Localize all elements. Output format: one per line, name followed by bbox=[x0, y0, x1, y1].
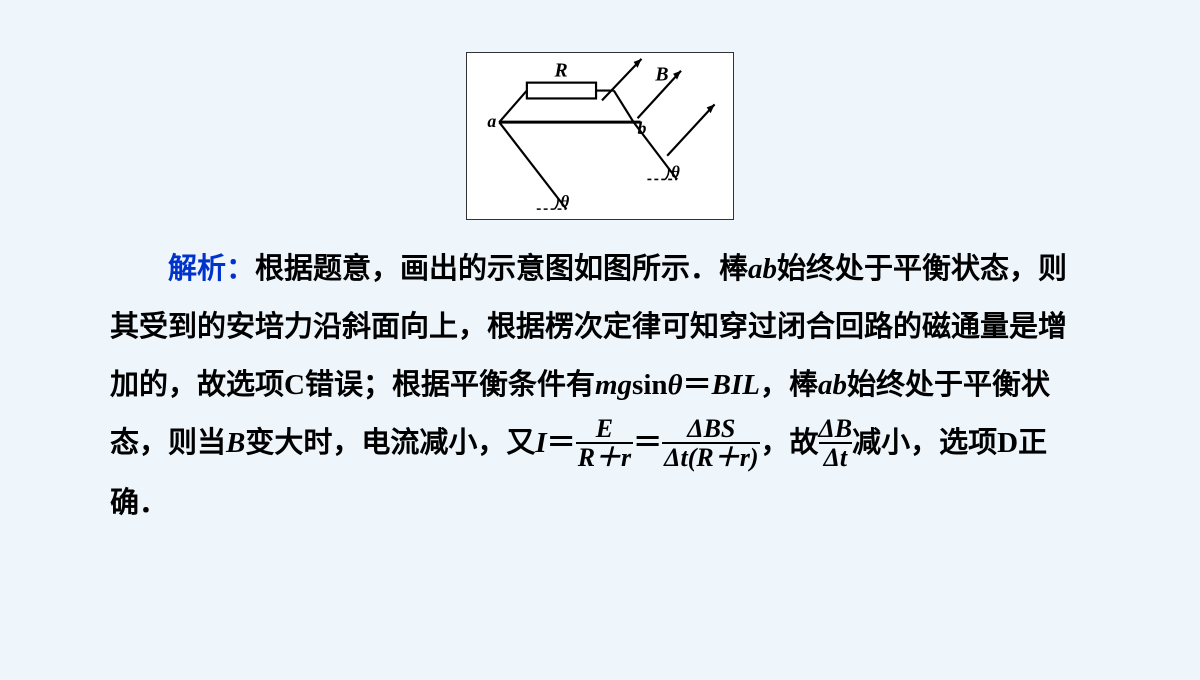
var-ab-2: ab bbox=[818, 369, 847, 401]
var-ab-1: ab bbox=[748, 253, 777, 285]
option-d: D bbox=[997, 427, 1018, 459]
label-analysis: 解析： bbox=[168, 253, 255, 285]
label-theta-1: θ bbox=[560, 192, 569, 211]
eq-theta: θ bbox=[668, 369, 683, 401]
text-seg-3b: 减小，选项 bbox=[852, 427, 997, 459]
text-seg-1c: 错误；根据平衡条件有 bbox=[305, 369, 595, 401]
label-a: a bbox=[487, 111, 496, 131]
var-i: I bbox=[535, 427, 546, 459]
text-seg-2c: 变大时，电流减小，又 bbox=[245, 427, 535, 459]
frac3-num: ΔB bbox=[819, 415, 853, 442]
frac2-num: ΔBS bbox=[662, 415, 760, 442]
eq-bil: BIL bbox=[712, 369, 760, 401]
eq-eq-1: ＝ bbox=[683, 369, 712, 401]
label-R: R bbox=[554, 60, 568, 82]
text-seg-1a: 根据题意，画出的示意图如图所示．棒 bbox=[255, 253, 748, 285]
var-b: B bbox=[226, 427, 245, 459]
frac3-den: Δt bbox=[819, 442, 853, 471]
solution-text: 解析：根据题意，画出的示意图如图所示．棒ab始终处于平衡状态，则其受到的安培力沿… bbox=[110, 240, 1090, 532]
fraction-3: ΔBΔt bbox=[819, 415, 853, 472]
frac2-den: Δt(R＋r) bbox=[662, 442, 760, 471]
fraction-1: ER＋r bbox=[576, 415, 633, 472]
option-c: C bbox=[284, 369, 305, 401]
physics-diagram: R a b θ θ B bbox=[466, 52, 734, 220]
eq-eq-2: ＝ bbox=[547, 427, 576, 459]
label-B: B bbox=[654, 64, 668, 86]
text-seg-3a: ，故 bbox=[760, 427, 818, 459]
rail-left bbox=[499, 122, 566, 209]
label-theta-2: θ bbox=[671, 163, 680, 182]
eq-sin: sin bbox=[632, 369, 667, 401]
resistor bbox=[527, 83, 596, 99]
eq-mg: mg bbox=[595, 369, 632, 401]
text-seg-2a: ，棒 bbox=[760, 369, 818, 401]
fraction-2: ΔBSΔt(R＋r) bbox=[662, 415, 760, 472]
eq-eq-3: ＝ bbox=[633, 427, 662, 459]
frac1-num: E bbox=[576, 415, 633, 442]
frac1-den: R＋r bbox=[576, 442, 633, 471]
